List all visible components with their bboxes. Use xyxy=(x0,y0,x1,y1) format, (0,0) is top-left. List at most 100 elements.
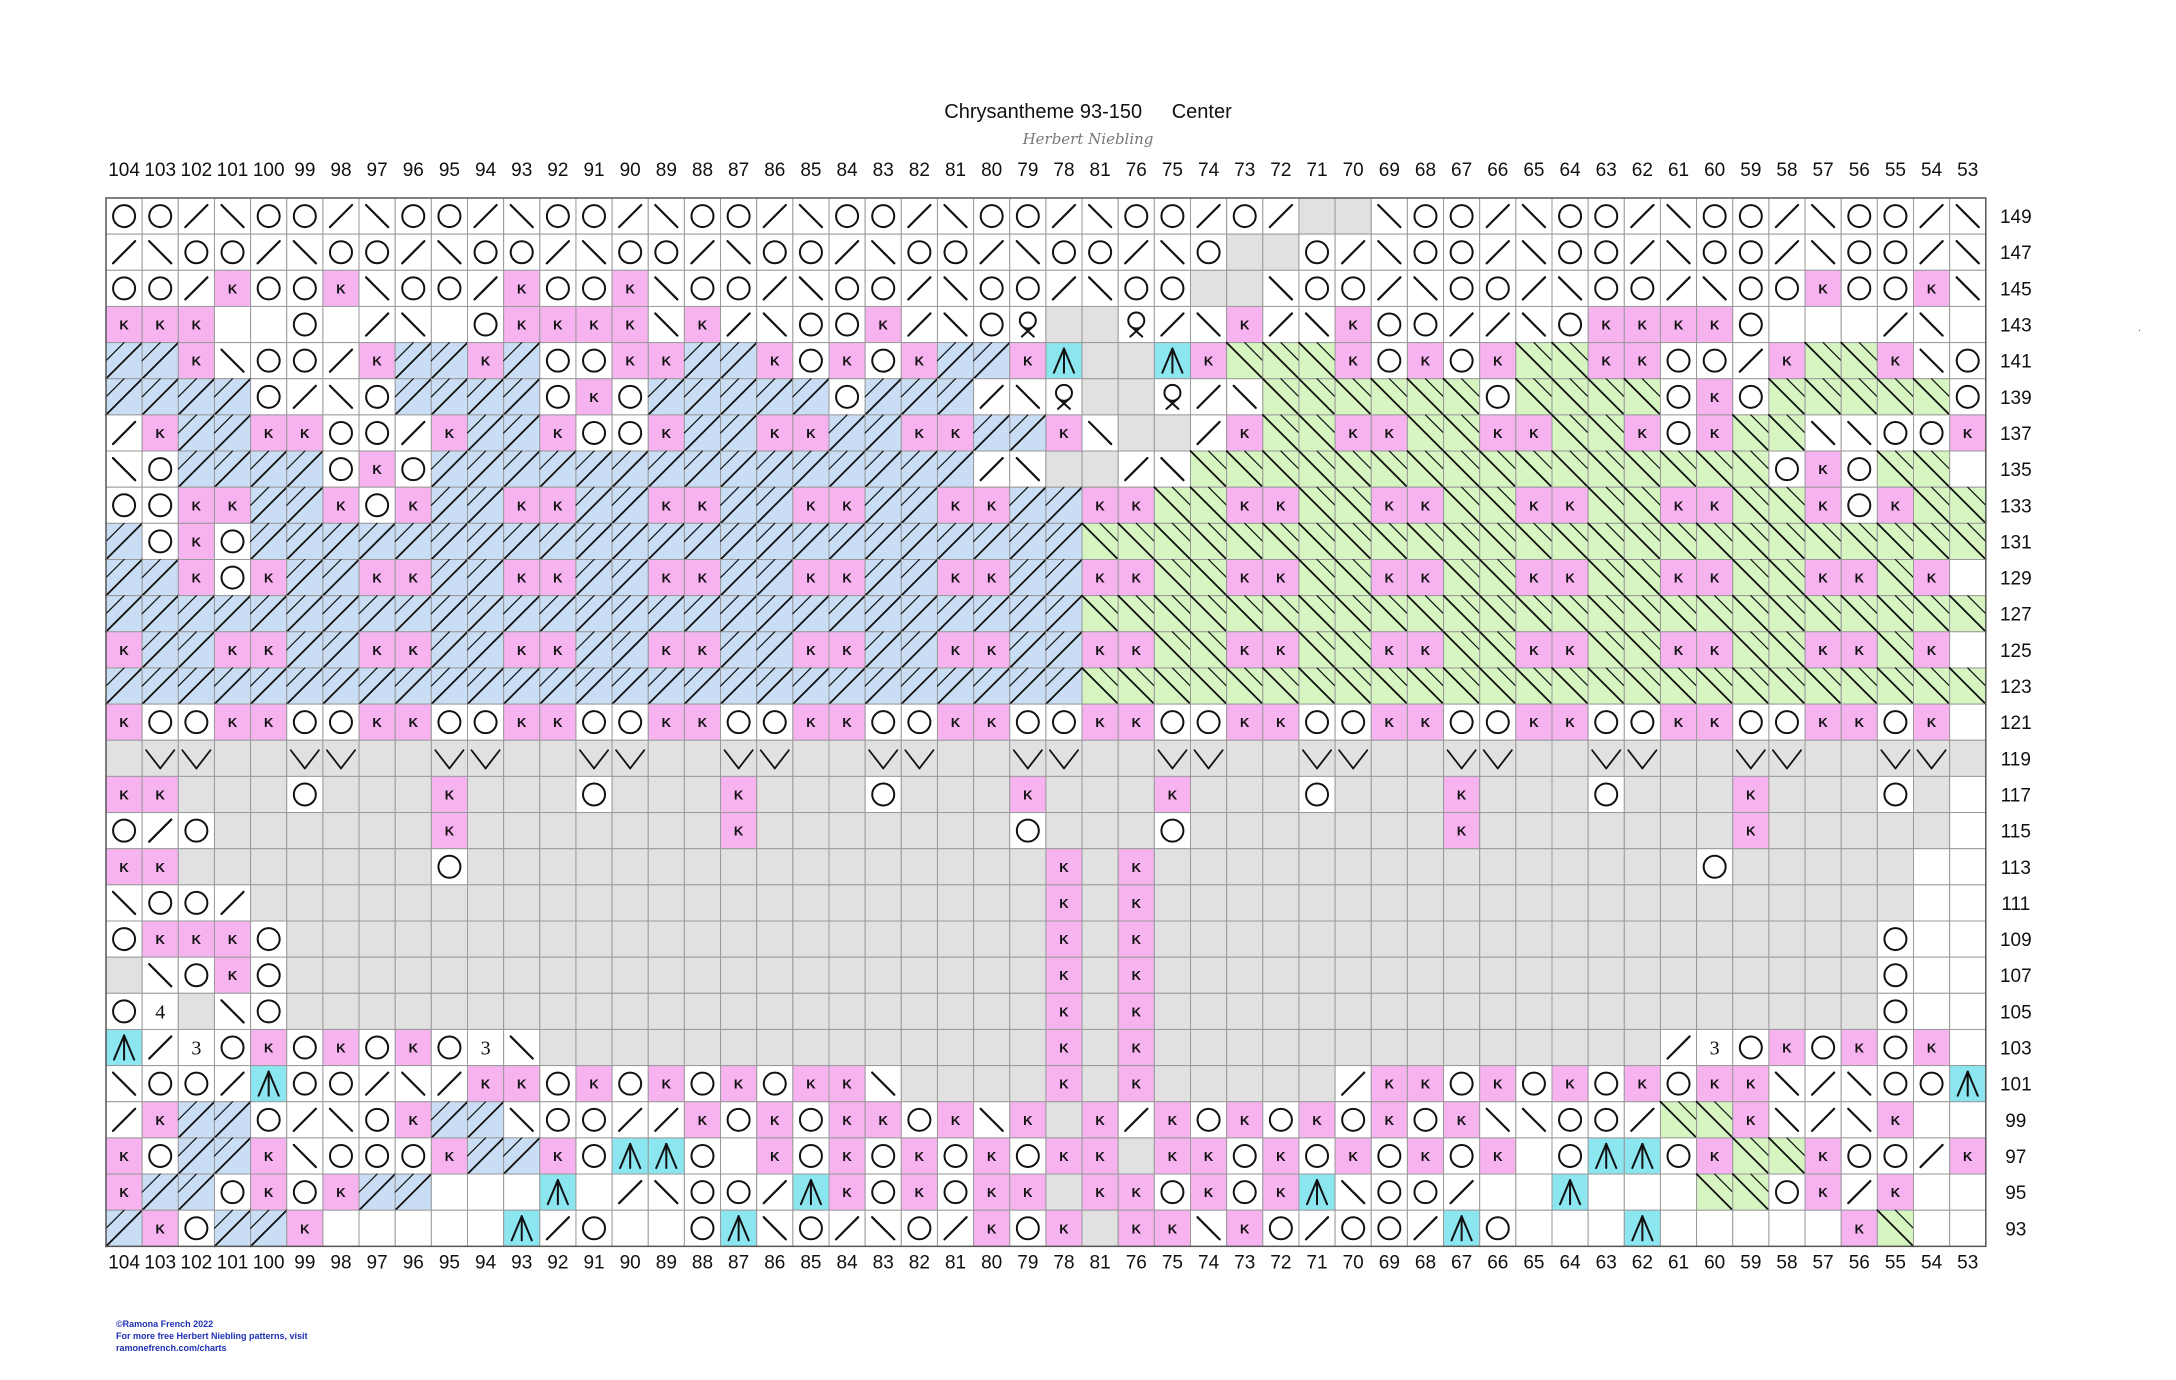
chart-cell xyxy=(1045,486,1083,525)
col-label-bottom: 57 xyxy=(1813,1252,1834,1273)
chart-cell xyxy=(394,667,433,705)
chart-cell xyxy=(1731,558,1770,597)
chart-cell xyxy=(1442,630,1481,669)
chart-cell xyxy=(792,1173,830,1211)
chart-cell xyxy=(539,197,577,235)
chart-cell xyxy=(141,197,179,235)
svg-text:K: K xyxy=(1276,498,1286,513)
chart-cell xyxy=(1840,1173,1878,1211)
chart-cell xyxy=(1442,667,1481,705)
chart-cell: K xyxy=(1913,269,1951,307)
col-label-bottom: 98 xyxy=(330,1252,351,1273)
chart-cell xyxy=(1696,1209,1734,1247)
chart-cell: K xyxy=(1623,1065,1661,1103)
chart-cell: K xyxy=(503,631,541,669)
footer-line-2: For more free Herbert Niebling patterns,… xyxy=(116,1331,308,1341)
chart-cell xyxy=(213,377,252,416)
chart-cell xyxy=(1009,197,1047,235)
svg-text:K: K xyxy=(553,498,563,513)
svg-text:K: K xyxy=(1638,354,1648,369)
chart-cell: K xyxy=(1696,631,1734,669)
col-label-top: 53 xyxy=(1957,160,1978,181)
chart-cell xyxy=(1334,920,1372,958)
chart-cell xyxy=(503,1173,541,1211)
chart-cell xyxy=(1406,956,1445,994)
col-label-top: 54 xyxy=(1921,160,1943,181)
chart-cell xyxy=(864,233,902,271)
chart-cell xyxy=(250,775,288,814)
chart-cell xyxy=(864,884,902,922)
chart-cell xyxy=(1804,341,1843,380)
svg-text:K: K xyxy=(1963,426,1973,441)
chart-cell xyxy=(322,848,360,886)
chart-cell: K xyxy=(683,631,722,669)
chart-cell xyxy=(1913,884,1951,922)
chart-cell xyxy=(683,522,722,561)
chart-cell xyxy=(1081,414,1119,452)
chart-cell: K xyxy=(430,775,469,814)
col-label-top: 58 xyxy=(1776,160,1797,181)
chart-cell: K xyxy=(936,486,975,524)
chart-cell xyxy=(683,667,722,705)
svg-text:K: K xyxy=(1385,498,1395,513)
chart-cell: K xyxy=(1696,1065,1734,1103)
svg-text:K: K xyxy=(553,571,563,586)
chart-cell: K xyxy=(828,1065,866,1103)
chart-cell xyxy=(647,992,685,1030)
chart-cell xyxy=(1804,812,1842,850)
chart-cell xyxy=(141,341,180,380)
chart-cell xyxy=(1406,1173,1445,1211)
svg-text:K: K xyxy=(1891,1113,1901,1128)
svg-text:K: K xyxy=(192,498,202,513)
chart-cell: K xyxy=(792,703,830,741)
chart-cell xyxy=(1226,884,1264,922)
chart-cell xyxy=(1587,594,1626,633)
chart-cell xyxy=(430,956,469,994)
chart-cell xyxy=(900,739,938,777)
svg-text:K: K xyxy=(119,787,129,802)
chart-cell: K xyxy=(394,703,432,741)
chart-cell xyxy=(1190,269,1228,307)
svg-text:K: K xyxy=(1674,643,1684,658)
chart-cell: K xyxy=(394,486,432,524)
chart-cell xyxy=(936,1173,975,1211)
chart-cell xyxy=(105,739,143,777)
chart-cell xyxy=(1334,450,1373,489)
chart-cell xyxy=(1298,992,1336,1030)
svg-text:K: K xyxy=(1059,1041,1069,1056)
chart-cell xyxy=(1478,630,1517,669)
chart-cell xyxy=(1370,594,1409,633)
chart-cell xyxy=(286,342,324,380)
chart-cell xyxy=(864,1028,902,1067)
chart-cell xyxy=(756,1028,794,1067)
chart-cell xyxy=(141,450,179,488)
chart-cell xyxy=(1153,558,1192,597)
svg-text:K: K xyxy=(1095,643,1105,658)
chart-cell xyxy=(1876,848,1914,886)
chart-cell xyxy=(973,233,1011,271)
chart-cell xyxy=(1913,992,1951,1030)
chart-cell xyxy=(1009,739,1047,777)
chart-cell xyxy=(322,956,360,994)
chart-cell xyxy=(1262,233,1300,271)
chart-cell xyxy=(1659,956,1698,994)
svg-text:K: K xyxy=(806,1077,816,1092)
chart-cell xyxy=(1623,739,1661,777)
chart-cell xyxy=(1804,920,1842,958)
chart-cell: K xyxy=(1370,703,1408,741)
chart-cell xyxy=(1081,269,1119,307)
chart-cell xyxy=(1587,1101,1625,1139)
chart-cell xyxy=(575,197,613,235)
chart-cell: K xyxy=(756,414,794,452)
chart-cell xyxy=(900,667,939,705)
chart-cell xyxy=(792,739,830,777)
chart-cell xyxy=(358,920,396,958)
chart-cell: K xyxy=(467,342,505,380)
chart-cell: K xyxy=(647,631,685,669)
chart-cell xyxy=(1949,1209,1987,1247)
chart-cell xyxy=(828,884,866,922)
svg-text:K: K xyxy=(1348,354,1358,369)
chart-cell xyxy=(1081,305,1119,344)
chart-cell xyxy=(1949,992,1987,1030)
chart-cell: K xyxy=(430,414,469,452)
